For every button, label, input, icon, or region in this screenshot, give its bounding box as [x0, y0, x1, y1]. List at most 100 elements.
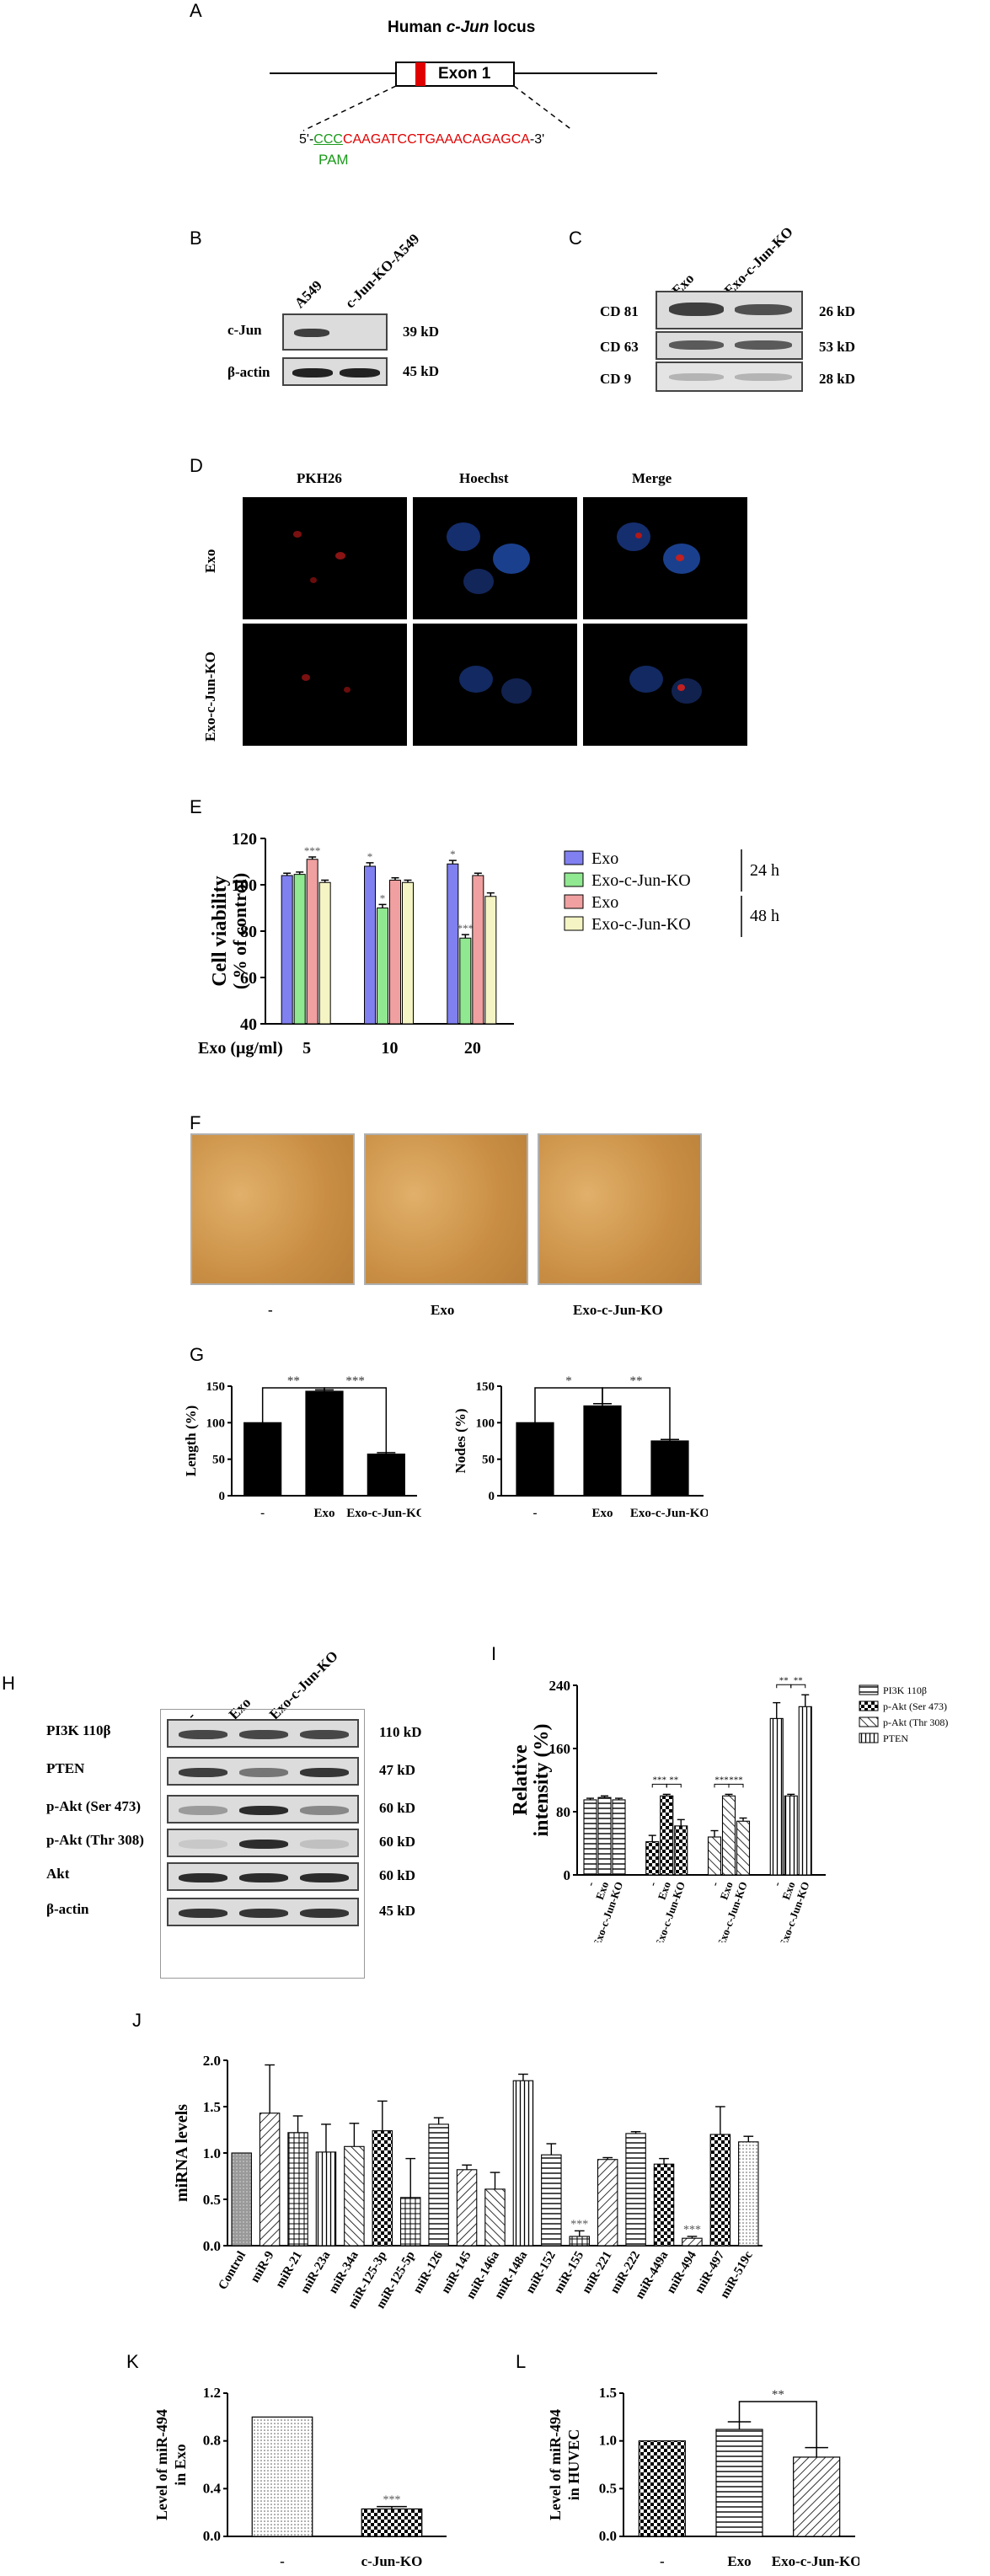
x-tick-label: -: [533, 1507, 538, 1520]
bar: [447, 863, 459, 1025]
kd-label: 110 kD: [379, 1724, 422, 1740]
legend-label: p-Akt (Ser 473): [883, 1700, 947, 1712]
bar: [653, 2163, 675, 2247]
kd-label: 45 kD: [379, 1903, 415, 1919]
blot-strip: [167, 1829, 359, 1857]
bar: [798, 1706, 812, 1876]
x-tick-label: Exo: [717, 1880, 736, 1901]
micro-hoechst-exo: [413, 497, 577, 619]
photo-caption: -: [268, 1302, 273, 1318]
y-tick-label: 0: [489, 1490, 495, 1503]
y-tick-label: 80: [556, 1804, 570, 1820]
bar: [305, 1390, 344, 1497]
panel-label-h: H: [2, 1673, 15, 1694]
lane-label: Exo-c-Jun-KO: [720, 223, 796, 299]
blot-band: [300, 1873, 349, 1882]
legend-label: Exo: [591, 893, 618, 912]
legend-label: Exo-c-Jun-KO: [591, 871, 691, 890]
blot-row-label: PI3K 110β: [46, 1722, 111, 1738]
blot-band: [239, 1730, 288, 1739]
bar: [389, 880, 401, 1025]
seq-pam: CCC: [313, 132, 343, 147]
panel-label-b: B: [190, 228, 202, 249]
y-axis-label-2: in HUVEC: [565, 2429, 582, 2501]
y-tick-label: 1.2: [203, 2385, 221, 2401]
blot-row-label: CD 9: [600, 371, 632, 387]
micro-col-label: Merge: [632, 470, 672, 486]
kd-label: 53 kD: [819, 339, 855, 355]
seq-end: -3': [529, 132, 545, 147]
significance-bracket: [738, 2401, 817, 2448]
bar: [344, 2145, 365, 2247]
blot-row-label: c-Jun: [227, 322, 262, 338]
seq-start: 5'-: [299, 132, 314, 147]
legend-label: Exo: [591, 849, 618, 868]
bar: [674, 1825, 688, 1876]
panel-label-k: K: [126, 2351, 139, 2372]
y-axis-label: Relative: [510, 1744, 532, 1815]
legend-swatch: [564, 872, 584, 887]
y-axis-label-2: in Exo: [172, 2444, 189, 2486]
bar: [367, 1453, 405, 1497]
bar: [293, 874, 306, 1025]
x-tick-label: miR-9: [249, 2249, 277, 2285]
blot-band: [239, 1909, 288, 1918]
x-tick-label: Exo: [727, 2553, 751, 2569]
y-tick-label: 0.4: [203, 2480, 222, 2496]
x-tick-label: 10: [382, 1039, 399, 1058]
bar: [402, 881, 414, 1025]
bar: [682, 2237, 703, 2247]
x-tick-label: c-Jun-KO: [361, 2553, 423, 2569]
panel-label-a: A: [190, 0, 202, 21]
legend-group-label: 48 h: [750, 907, 779, 925]
micro-pkh26-ko: [243, 624, 407, 746]
significance-star: ***: [653, 1775, 667, 1785]
panel-label-i: I: [491, 1643, 497, 1664]
y-tick-label: 150: [476, 1380, 495, 1394]
blot-cjun: [282, 313, 388, 351]
significance-star: ***: [683, 2224, 701, 2236]
legend-label: PTEN: [883, 1733, 908, 1744]
y-tick-label: 40: [240, 1015, 257, 1034]
bar: [456, 2169, 478, 2247]
locus-title-post: locus: [489, 19, 536, 36]
blot-band: [179, 1730, 227, 1739]
blot-band: [179, 1768, 227, 1777]
legend-swatch: [859, 1700, 879, 1711]
blot-band: [239, 1768, 288, 1777]
y-tick-label: 0.0: [203, 2528, 221, 2544]
bar: [583, 1799, 597, 1876]
bar: [583, 1405, 622, 1497]
significance-star: ***: [570, 2218, 588, 2231]
y-tick-label: 0: [564, 1867, 571, 1883]
kd-label: 47 kD: [379, 1762, 415, 1778]
y-axis-label: Level of miR-494: [547, 2409, 564, 2520]
blot-band: [179, 1840, 227, 1849]
x-tick-label: Exo: [591, 1507, 613, 1520]
micro-merge-ko: [583, 624, 747, 746]
bar: [769, 1717, 784, 1876]
guide-sequence: 5'-CCCCAAGATCCTGAAACAGAGCA-3': [299, 132, 544, 147]
x-tick-label: Exo: [779, 1880, 798, 1901]
kd-label: 60 kD: [379, 1834, 415, 1850]
blot-frame: [160, 1709, 365, 1979]
micro-hoechst-ko: [413, 624, 577, 746]
x-tick-label: -: [260, 1507, 265, 1520]
bar: [231, 2152, 252, 2247]
bar: [612, 1799, 626, 1876]
significance-star: **: [794, 1675, 803, 1685]
kd-label: 39 kD: [403, 324, 439, 340]
kd-label: 60 kD: [379, 1867, 415, 1883]
bar: [243, 1422, 282, 1497]
significance-star: **: [669, 1775, 678, 1785]
significance-star: **: [630, 1374, 643, 1388]
bar: [784, 1795, 798, 1876]
significance-star: **: [772, 2388, 784, 2402]
photo-caption: Exo: [431, 1302, 455, 1318]
blot-cd81: [656, 291, 803, 329]
panel-label-j: J: [132, 2010, 142, 2031]
blot-band: [239, 1873, 288, 1882]
significance-star: ***: [729, 1775, 743, 1785]
bar: [597, 2159, 618, 2247]
